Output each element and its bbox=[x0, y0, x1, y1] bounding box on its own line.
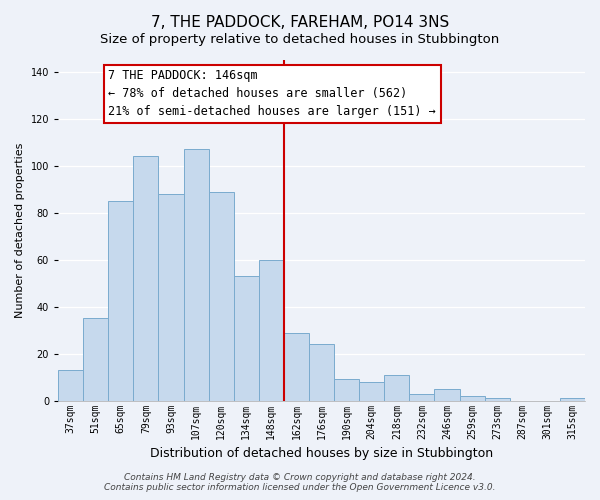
Bar bbox=[259, 260, 284, 400]
Text: Contains HM Land Registry data © Crown copyright and database right 2024.
Contai: Contains HM Land Registry data © Crown c… bbox=[104, 473, 496, 492]
Bar bbox=[409, 394, 434, 400]
Bar bbox=[560, 398, 585, 400]
Bar bbox=[209, 192, 234, 400]
Bar bbox=[384, 375, 409, 400]
X-axis label: Distribution of detached houses by size in Stubbington: Distribution of detached houses by size … bbox=[150, 447, 493, 460]
Y-axis label: Number of detached properties: Number of detached properties bbox=[15, 142, 25, 318]
Bar bbox=[334, 380, 359, 400]
Bar bbox=[434, 389, 460, 400]
Text: 7, THE PADDOCK, FAREHAM, PO14 3NS: 7, THE PADDOCK, FAREHAM, PO14 3NS bbox=[151, 15, 449, 30]
Bar bbox=[234, 276, 259, 400]
Bar bbox=[83, 318, 108, 400]
Bar bbox=[359, 382, 384, 400]
Bar bbox=[460, 396, 485, 400]
Text: Size of property relative to detached houses in Stubbington: Size of property relative to detached ho… bbox=[100, 32, 500, 46]
Bar bbox=[158, 194, 184, 400]
Bar bbox=[309, 344, 334, 401]
Text: 7 THE PADDOCK: 146sqm
← 78% of detached houses are smaller (562)
21% of semi-det: 7 THE PADDOCK: 146sqm ← 78% of detached … bbox=[108, 70, 436, 118]
Bar bbox=[133, 156, 158, 400]
Bar bbox=[284, 332, 309, 400]
Bar bbox=[184, 150, 209, 400]
Bar bbox=[58, 370, 83, 400]
Bar bbox=[485, 398, 510, 400]
Bar bbox=[108, 201, 133, 400]
